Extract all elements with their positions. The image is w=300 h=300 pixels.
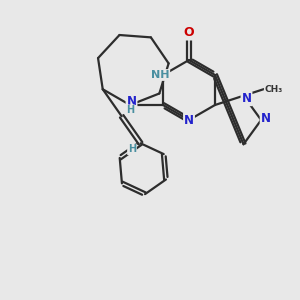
Text: N: N: [127, 95, 136, 108]
Text: N: N: [261, 112, 271, 125]
Text: H: H: [126, 105, 134, 115]
Text: N: N: [184, 113, 194, 127]
Text: H: H: [128, 144, 136, 154]
Text: CH₃: CH₃: [265, 85, 283, 94]
Text: NH: NH: [151, 70, 169, 80]
Text: N: N: [242, 92, 251, 105]
Text: O: O: [184, 26, 194, 40]
